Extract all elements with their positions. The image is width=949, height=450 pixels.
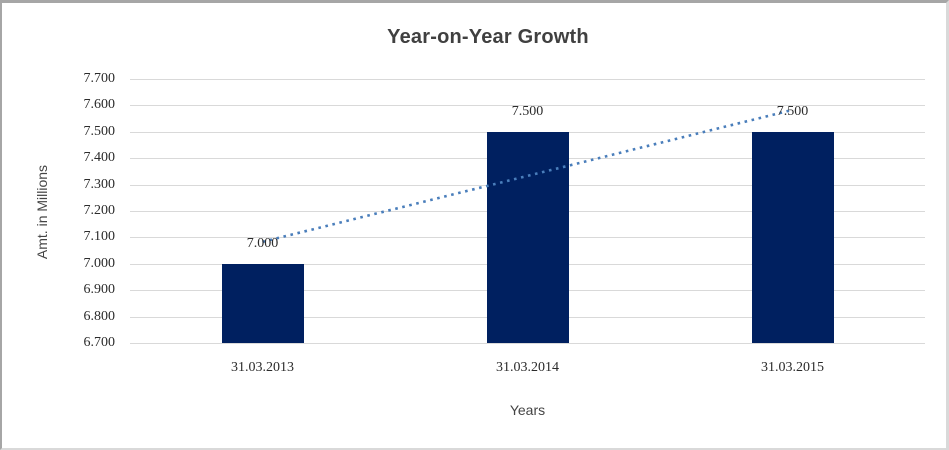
y-axis-tick-label: 7.100 xyxy=(83,229,116,245)
y-axis-tick-label: 6.700 xyxy=(83,335,116,350)
data-label: 7.000 xyxy=(246,235,279,251)
x-axis-tick-label: 31.03.2013 xyxy=(231,360,294,375)
y-axis-tick-label: 7.600 xyxy=(83,97,116,113)
bar-31.03.2014 xyxy=(486,131,569,343)
y-axis-tick-label: 7.700 xyxy=(83,71,116,86)
data-label: 7.500 xyxy=(776,103,809,119)
gridline xyxy=(130,343,925,344)
y-axis-tick-label: 7.500 xyxy=(83,123,116,139)
y-axis-tick-label: 7.300 xyxy=(83,176,116,192)
x-axis-tick-label: 31.03.2014 xyxy=(496,360,559,375)
data-label: 7.500 xyxy=(511,103,544,119)
gridline xyxy=(130,79,925,80)
bar-31.03.2013 xyxy=(221,263,304,343)
chart-title: Year-on-Year Growth xyxy=(387,26,589,48)
x-axis-tick-label: 31.03.2015 xyxy=(761,360,824,375)
y-axis-tick-label: 7.400 xyxy=(83,150,116,166)
y-axis-tick-label: 7.000 xyxy=(83,255,116,271)
y-axis-tick-label: 7.200 xyxy=(83,203,116,218)
x-axis-title: Years xyxy=(509,402,546,418)
y-axis-tick-label: 6.800 xyxy=(83,308,116,324)
bar-31.03.2015 xyxy=(751,131,834,343)
gridline xyxy=(130,105,925,107)
y-axis-tick-label: 6.900 xyxy=(83,282,116,298)
